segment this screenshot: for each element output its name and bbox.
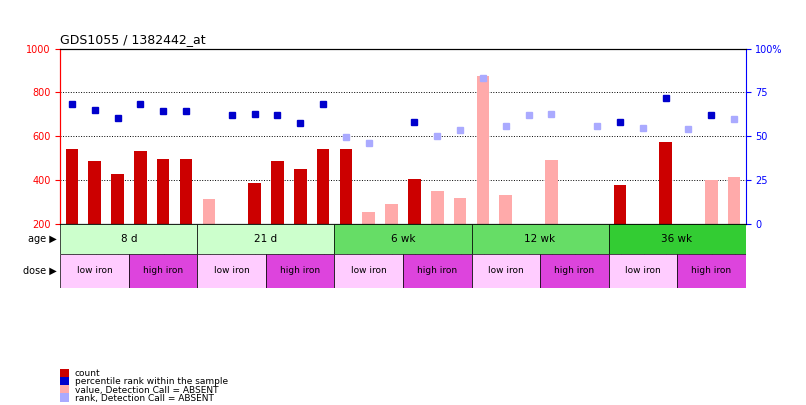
Bar (545, 160, 558, 224)
Bar (363, 212, 375, 224)
Bar (454, 198, 467, 224)
Bar (294, 169, 306, 224)
Bar (266, 254, 334, 288)
Text: low iron: low iron (77, 266, 113, 275)
Text: 21 d: 21 d (255, 234, 277, 244)
Text: high iron: high iron (418, 266, 457, 275)
Bar (60, 224, 197, 254)
Text: low iron: low iron (351, 266, 387, 275)
Bar (129, 254, 197, 288)
Text: high iron: high iron (280, 266, 320, 275)
Text: low iron: low iron (625, 266, 661, 275)
Text: GDS1055 / 1382442_at: GDS1055 / 1382442_at (60, 33, 206, 46)
Bar (271, 162, 284, 224)
Bar (202, 199, 215, 224)
Bar (248, 183, 261, 224)
Bar (111, 174, 124, 224)
Bar (157, 159, 169, 224)
Text: low iron: low iron (488, 266, 524, 275)
Bar (613, 185, 626, 224)
Bar (408, 179, 421, 224)
Bar (180, 159, 193, 224)
Bar (385, 204, 398, 224)
Bar (540, 254, 609, 288)
Bar (659, 142, 672, 224)
Bar (65, 149, 78, 224)
Bar (705, 180, 717, 224)
Bar (60, 254, 129, 288)
Text: dose ▶: dose ▶ (23, 266, 56, 276)
Bar (403, 254, 472, 288)
Text: high iron: high iron (692, 266, 731, 275)
Bar (472, 224, 609, 254)
Bar (728, 177, 741, 224)
Text: low iron: low iron (214, 266, 250, 275)
Bar (134, 151, 147, 224)
Bar (609, 254, 677, 288)
Text: age ▶: age ▶ (27, 234, 56, 244)
Bar (472, 254, 540, 288)
Bar (339, 149, 352, 224)
Text: high iron: high iron (555, 266, 594, 275)
Bar (431, 191, 443, 224)
Bar (609, 224, 746, 254)
Bar (317, 149, 330, 224)
Text: count: count (75, 369, 101, 378)
Text: value, Detection Call = ABSENT: value, Detection Call = ABSENT (75, 386, 218, 394)
Bar (677, 254, 746, 288)
Text: high iron: high iron (143, 266, 183, 275)
Text: 8 d: 8 d (121, 234, 137, 244)
Text: percentile rank within the sample: percentile rank within the sample (75, 377, 228, 386)
Bar (476, 76, 489, 224)
Text: 12 wk: 12 wk (525, 234, 555, 244)
Text: 6 wk: 6 wk (391, 234, 415, 244)
Bar (197, 254, 266, 288)
Bar (334, 254, 403, 288)
Text: 36 wk: 36 wk (662, 234, 692, 244)
Bar (197, 224, 334, 254)
Bar (89, 162, 101, 224)
Text: rank, Detection Call = ABSENT: rank, Detection Call = ABSENT (75, 394, 214, 403)
Bar (500, 196, 512, 224)
Bar (334, 224, 472, 254)
